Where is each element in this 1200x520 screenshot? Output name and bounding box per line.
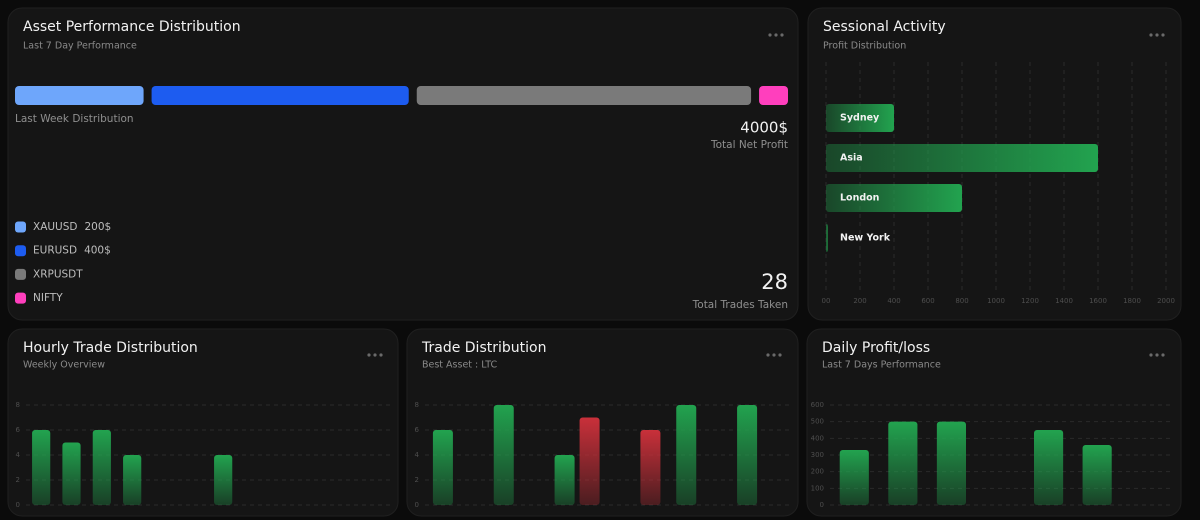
panel-title: Sessional Activity <box>823 19 946 35</box>
segment <box>15 86 144 105</box>
x-tick-label: 1000 <box>987 297 1005 305</box>
bar <box>493 405 514 505</box>
legend-label: XAUUSD <box>33 221 78 233</box>
panel-subtitle: Best Asset : LTC <box>422 360 497 371</box>
bar <box>826 184 962 212</box>
legend-swatch <box>15 268 26 280</box>
bar <box>554 455 575 505</box>
bar-label: Last Week Distribution <box>15 113 134 125</box>
bar <box>676 405 697 505</box>
y-tick-label: 300 <box>811 451 824 459</box>
bar-label: Sydney <box>840 113 880 124</box>
y-tick-label: 2 <box>16 476 20 484</box>
bar <box>888 421 918 505</box>
x-tick-label: 800 <box>955 297 968 305</box>
y-tick-label: 4 <box>415 451 420 459</box>
panel-title: Hourly Trade Distribution <box>23 340 198 356</box>
stat-caption: Total Trades Taken <box>692 299 788 311</box>
legend-swatch <box>15 221 26 233</box>
bar <box>32 430 51 505</box>
bar <box>579 417 600 505</box>
bar <box>1034 430 1064 505</box>
menu-dots[interactable] <box>768 33 784 37</box>
legend-swatch <box>15 245 26 257</box>
legend-swatch <box>15 292 26 304</box>
bar <box>1082 445 1112 505</box>
bar <box>839 450 869 505</box>
bar <box>640 430 661 505</box>
panel-subtitle: Last 7 Day Performance <box>23 41 137 52</box>
panel-title: Daily Profit/loss <box>822 340 930 356</box>
bar <box>826 144 1098 172</box>
y-tick-label: 0 <box>820 501 824 509</box>
x-tick-label: 1200 <box>1021 297 1039 305</box>
panel-subtitle: Profit Distribution <box>823 41 906 52</box>
bar <box>92 430 111 505</box>
bar <box>826 224 828 252</box>
menu-dots[interactable] <box>1149 353 1165 357</box>
segment <box>759 86 788 105</box>
y-tick-label: 100 <box>811 484 824 492</box>
bar-label: Asia <box>840 153 863 164</box>
bar <box>123 455 142 505</box>
y-tick-label: 400 <box>811 434 824 442</box>
bar-label: London <box>840 193 880 204</box>
x-tick-label: 2000 <box>1157 297 1175 305</box>
y-tick-label: 200 <box>811 468 824 476</box>
stat-caption: Total Net Profit <box>710 139 788 151</box>
x-tick-label: 200 <box>853 297 866 305</box>
panel-subtitle: Last 7 Days Performance <box>822 360 941 371</box>
legend-label: XRPUSDT <box>33 268 83 280</box>
legend-label: EURUSD <box>33 245 77 257</box>
y-tick-label: 6 <box>415 426 420 434</box>
bar <box>737 405 758 505</box>
menu-dots[interactable] <box>367 353 383 357</box>
x-tick-label: 1800 <box>1123 297 1141 305</box>
stat-value: 28 <box>761 270 788 294</box>
menu-dots[interactable] <box>766 353 782 357</box>
bar <box>432 430 453 505</box>
y-tick-label: 600 <box>811 401 824 409</box>
bar <box>62 442 81 505</box>
x-tick-label: 400 <box>887 297 900 305</box>
bar <box>826 104 894 132</box>
bar <box>214 455 233 505</box>
bar-label: New York <box>840 233 891 244</box>
legend-value: 400$ <box>84 245 111 257</box>
y-tick-label: 8 <box>415 401 419 409</box>
menu-dots[interactable] <box>1149 33 1165 37</box>
stat-value: 4000$ <box>740 119 788 137</box>
legend-label: NIFTY <box>33 292 63 304</box>
panel <box>7 7 799 321</box>
panel-subtitle: Weekly Overview <box>23 360 105 371</box>
y-tick-label: 500 <box>811 418 824 426</box>
x-tick-label: 1400 <box>1055 297 1073 305</box>
y-tick-label: 6 <box>16 426 21 434</box>
x-tick-label: 600 <box>921 297 934 305</box>
y-tick-label: 0 <box>415 501 419 509</box>
x-tick-label: 00 <box>822 297 831 305</box>
segment <box>151 86 409 105</box>
y-tick-label: 2 <box>415 476 419 484</box>
legend-value: 200$ <box>85 221 112 233</box>
y-tick-label: 4 <box>16 451 21 459</box>
panel-title: Trade Distribution <box>421 340 546 356</box>
bar <box>936 421 966 505</box>
x-tick-label: 1600 <box>1089 297 1107 305</box>
y-tick-label: 8 <box>16 401 20 409</box>
y-tick-label: 0 <box>16 501 20 509</box>
segment <box>416 86 752 105</box>
panel-title: Asset Performance Distribution <box>23 19 241 35</box>
